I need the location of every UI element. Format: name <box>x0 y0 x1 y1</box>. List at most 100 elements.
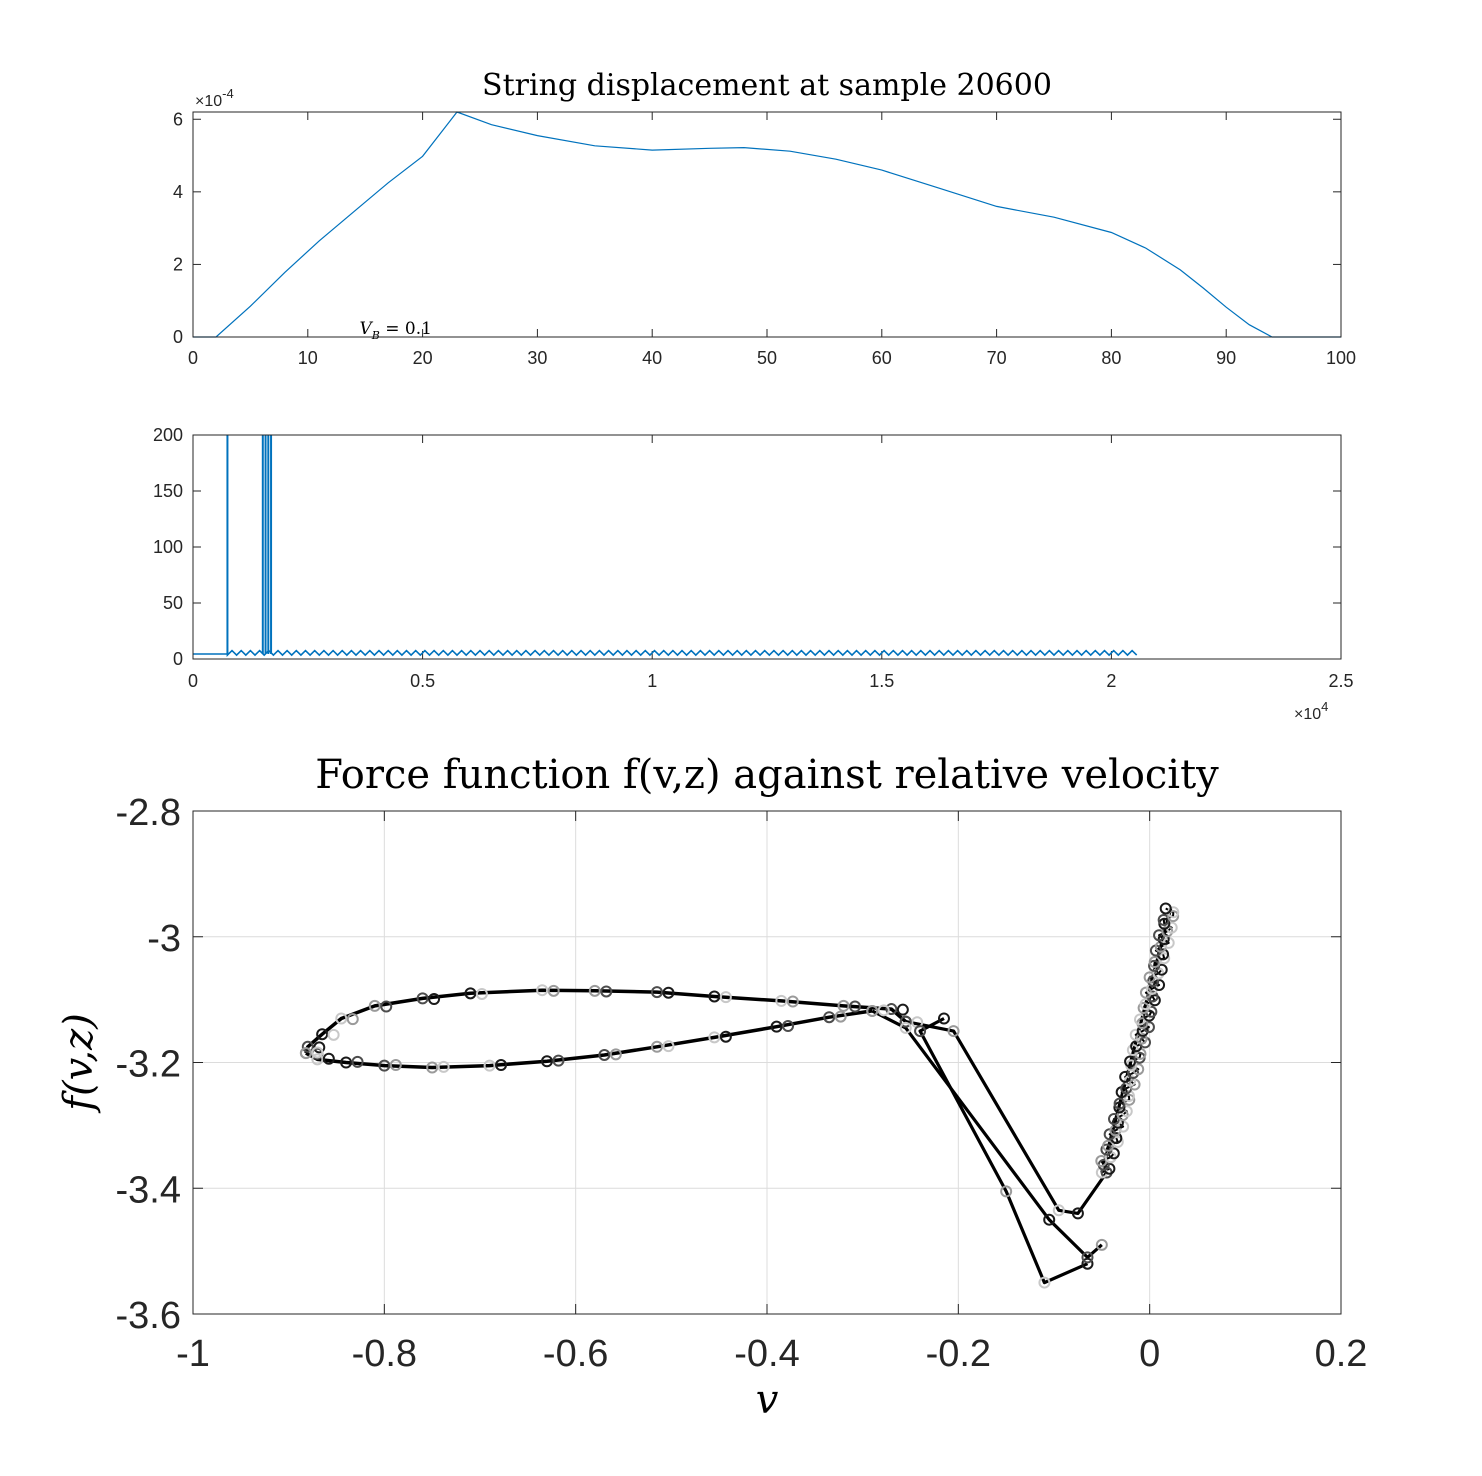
panel3-marker <box>540 1055 553 1068</box>
panel1-xtick-label: 100 <box>1326 348 1356 368</box>
panel3-xtick-label: 0 <box>1139 1333 1160 1375</box>
panel3-marker <box>662 1040 675 1053</box>
panel-string-displacement: String displacement at sample 20600 ×10-… <box>173 68 1356 368</box>
panel3-marker <box>335 1012 348 1025</box>
panel3-marker <box>311 1053 324 1066</box>
panel3-marker <box>351 1055 364 1068</box>
panel3-marker <box>299 1047 312 1060</box>
panel3-marker <box>1052 1204 1065 1217</box>
panel1-xtick-label: 90 <box>1216 348 1236 368</box>
panel3-marker <box>598 1048 611 1061</box>
panel3-marker <box>475 987 488 1000</box>
panel1-y-exponent-base: ×10 <box>195 93 222 110</box>
panel3-marker <box>1136 1024 1149 1037</box>
panel3-drop-path <box>905 1020 1108 1215</box>
panel3-xtick-label: -0.6 <box>543 1333 608 1375</box>
panel2-x-exponent-base: ×10 <box>1294 706 1321 723</box>
panel3-marker <box>786 995 799 1008</box>
panel2-history-line <box>193 649 1138 658</box>
panel1-axes-box <box>192 111 1342 338</box>
panel1-annotation-v: V <box>359 319 373 339</box>
panel3-loop-upper <box>304 988 907 1054</box>
panel3-ytick-label: -2.8 <box>116 792 181 834</box>
panel3-marker <box>823 1011 836 1024</box>
panel3-marker <box>719 1030 732 1043</box>
panel2-x-exponent-power: 4 <box>1321 699 1328 714</box>
panel3-marker <box>899 1021 912 1034</box>
panel3-marker <box>1081 1257 1094 1270</box>
panel3-marker <box>389 1059 402 1072</box>
panel2-ytick-label: 0 <box>173 649 183 669</box>
panel1-xtick-label: 60 <box>872 348 892 368</box>
panel1-displacement-line <box>193 111 1341 338</box>
panel1-xtick-label: 30 <box>527 348 547 368</box>
panel3-marker <box>1113 1097 1126 1110</box>
panel3-marker <box>552 1054 565 1067</box>
panel1-ticks: 0 10 20 30 40 50 60 70 80 90 100 0 2 4 6 <box>173 109 1356 368</box>
panel3-ytick-label: -3.6 <box>116 1295 181 1337</box>
panel3-trajectory-lines <box>304 907 1175 1285</box>
panel3-marker <box>327 1028 340 1041</box>
panel3-marker <box>782 1020 795 1033</box>
panel2-xtick-label: 0 <box>188 671 198 691</box>
panel3-drop-path <box>871 1009 1103 1259</box>
panel3-marker <box>1038 1276 1051 1289</box>
svg-text:×10-4: ×10-4 <box>195 86 234 110</box>
panel3-marker <box>437 1060 450 1073</box>
panel-force-function: Force function f(v,z) against relative v… <box>56 752 1367 1423</box>
panel2-xtick-label: 1 <box>647 671 657 691</box>
panel3-marker <box>311 1046 324 1059</box>
panel2-ytick-label: 50 <box>163 593 183 613</box>
panel2-ytick-label: 100 <box>153 537 183 557</box>
panel1-y-exponent: ×10-4 <box>195 86 234 110</box>
panel3-marker <box>899 1015 912 1028</box>
panel3-xlabel: v <box>756 1377 779 1423</box>
panel3-marker <box>416 992 429 1005</box>
panel2-x-exponent: ×104 <box>1294 699 1328 723</box>
panel1-annotation-vb: VB = 0.1 <box>359 319 431 342</box>
panel2-xtick-label: 2 <box>1106 671 1116 691</box>
panel3-marker <box>609 1048 622 1061</box>
panel3-marker <box>495 1059 508 1072</box>
panel3-marker <box>316 1028 329 1041</box>
panel3-marker <box>1113 1101 1126 1114</box>
panel3-marker <box>866 1004 879 1017</box>
panel3-marker <box>378 1059 391 1072</box>
panel3-markers <box>299 902 1180 1289</box>
panel3-xtick-label: -0.8 <box>352 1333 417 1375</box>
panel1-ytick-label: 0 <box>173 327 183 347</box>
panel3-xtick-label: 0.2 <box>1315 1333 1368 1375</box>
panel2-ytick-label: 200 <box>153 425 183 445</box>
panel3-marker <box>483 1059 496 1072</box>
panel3-marker <box>849 1000 862 1013</box>
panel3-marker <box>346 1013 359 1026</box>
panel3-marker <box>1081 1251 1094 1264</box>
panel1-xtick-label: 10 <box>298 348 318 368</box>
panel3-marker <box>708 1031 721 1044</box>
panel3-marker <box>1102 1139 1115 1152</box>
svg-text:×104: ×104 <box>1294 699 1328 723</box>
panel3-xtick-label: -0.2 <box>926 1333 991 1375</box>
panel3-marker <box>1000 1185 1013 1198</box>
panel3-xtick-label: -1 <box>176 1333 210 1375</box>
panel3-marker <box>536 984 549 997</box>
panel3-xtick-label: -0.4 <box>734 1333 799 1375</box>
panel1-annotation-rest: = 0.1 <box>380 319 432 339</box>
panel1-xtick-label: 80 <box>1101 348 1121 368</box>
panel1-xtick-label: 50 <box>757 348 777 368</box>
panel3-marker <box>877 1004 890 1017</box>
panel3-marker <box>896 1003 909 1016</box>
panel3-ytick-label: -3 <box>147 918 181 960</box>
panel3-marker <box>885 1003 898 1016</box>
panel-sample-history: 0 0.5 1 1.5 2 2.5 0 50 100 150 200 ×104 <box>153 425 1354 723</box>
panel3-marker <box>1159 902 1172 915</box>
panel3-marker <box>834 1010 847 1023</box>
panel3-marker <box>600 985 613 998</box>
panel3-ytick-label: -3.2 <box>116 1044 181 1086</box>
panel3-marker <box>914 1025 927 1038</box>
panel3-marker <box>650 1040 663 1053</box>
panel3-marker <box>837 999 850 1012</box>
panel3-axes-box <box>192 810 1342 1315</box>
panel3-marker <box>426 1061 439 1074</box>
panel3-marker <box>428 992 441 1005</box>
